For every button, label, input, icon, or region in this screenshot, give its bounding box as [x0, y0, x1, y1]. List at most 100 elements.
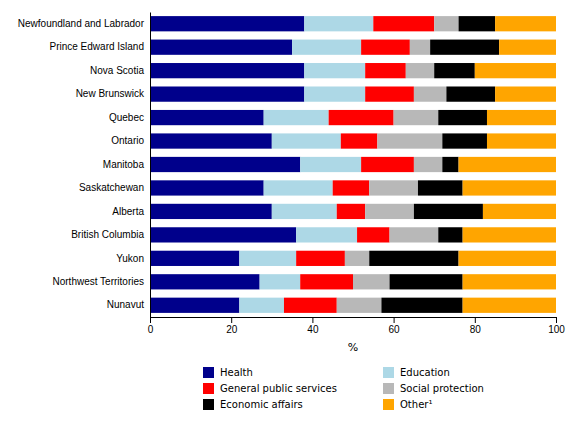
bar-segment	[150, 204, 272, 219]
bar-segment	[264, 110, 329, 125]
x-tick-label: 40	[307, 324, 319, 335]
y-tick-label: Saskatchewan	[79, 182, 144, 193]
legend-label: Social protection	[400, 383, 484, 394]
series	[150, 16, 304, 313]
bar-segment	[499, 40, 556, 55]
bar-segment	[150, 110, 264, 125]
legend-item: Social protection	[383, 383, 484, 394]
legend-swatch	[203, 383, 214, 394]
y-tick-label: Northwest Territories	[52, 276, 144, 287]
bar-segment	[337, 298, 382, 313]
bar-segment	[390, 274, 463, 289]
bar-segment	[150, 40, 292, 55]
x-axis-title: %	[348, 341, 358, 354]
bar-segment	[361, 40, 410, 55]
bar-segment	[296, 251, 345, 266]
bar-segment	[373, 16, 434, 31]
bar-segment	[495, 16, 556, 31]
bar-segment	[300, 157, 361, 172]
legend-swatch	[383, 383, 394, 394]
bar-segment	[459, 157, 556, 172]
bar-segment	[239, 298, 284, 313]
bar-segment	[394, 110, 439, 125]
y-tick-label: Ontario	[111, 135, 144, 146]
y-tick-label: Newfoundland and Labrador	[18, 18, 145, 29]
bar-segment	[369, 251, 458, 266]
bar-segment	[272, 204, 337, 219]
bar-segment	[418, 180, 463, 195]
bar-segment	[487, 110, 556, 125]
x-tick-label: 100	[548, 324, 565, 335]
y-tick: Prince Edward Island	[50, 41, 145, 52]
x-tick-label: 60	[389, 324, 401, 335]
legend-swatch	[383, 367, 394, 378]
bar-segment	[463, 180, 556, 195]
bar-segment	[463, 227, 556, 242]
bar-segment	[475, 63, 556, 78]
x-tick: 40	[307, 317, 319, 335]
legend-item: Health	[203, 367, 253, 378]
bar-segment	[150, 251, 239, 266]
y-tick-label: Nunavut	[107, 299, 144, 310]
bar-segment	[361, 157, 414, 172]
y-tick: Quebec	[109, 112, 144, 123]
bar-segment	[150, 180, 264, 195]
bar-segment	[381, 298, 462, 313]
y-tick-label: Yukon	[116, 253, 144, 264]
bar-segment	[337, 204, 365, 219]
legend-item: Education	[383, 367, 450, 378]
y-tick: Yukon	[116, 253, 144, 264]
bar-segment	[483, 204, 556, 219]
x-tick: 80	[470, 317, 482, 335]
legend-label: Health	[220, 367, 253, 378]
legend-label: Economic affairs	[220, 399, 303, 410]
bar-segment	[260, 274, 301, 289]
series	[337, 16, 459, 313]
bar-segment	[369, 180, 418, 195]
bar-segment	[414, 157, 442, 172]
bar-segment	[341, 133, 378, 148]
bar-segment	[300, 274, 353, 289]
y-tick: Nunavut	[107, 299, 144, 310]
x-tick: 20	[226, 317, 238, 335]
x-tick-mark	[150, 317, 151, 323]
bar-segment	[150, 298, 239, 313]
legend-item: Other¹	[383, 399, 432, 410]
bar-segment	[446, 86, 495, 101]
bar-segment	[442, 157, 458, 172]
bar-segment	[150, 86, 304, 101]
y-tick-label: New Brunswick	[76, 88, 145, 99]
bar-segment	[150, 63, 304, 78]
x-tick-mark	[475, 317, 476, 323]
bar-segment	[304, 86, 365, 101]
legend-label: Education	[400, 367, 450, 378]
bar-segment	[365, 86, 414, 101]
x-tick: 100	[548, 317, 565, 335]
bar-segment	[365, 204, 414, 219]
y-tick: Alberta	[112, 206, 144, 217]
bar-segment	[272, 133, 341, 148]
y-tick: British Columbia	[71, 229, 144, 240]
plot: 0 20 40 60 80 100 Newfoundland and Labrador Pri…	[18, 13, 565, 336]
y-tick: New Brunswick	[76, 88, 145, 99]
bar-segment	[365, 63, 406, 78]
y-axis-line	[150, 13, 151, 318]
bar-segment	[304, 63, 365, 78]
series	[284, 16, 434, 313]
y-tick-label: Nova Scotia	[90, 65, 144, 76]
legend-label: General public services	[220, 383, 337, 394]
bar-segment	[414, 204, 483, 219]
y-tick: Newfoundland and Labrador	[18, 18, 145, 29]
x-axis-line	[151, 318, 557, 324]
bar-segment	[414, 86, 446, 101]
bar-segment	[390, 227, 439, 242]
bar-segment	[345, 251, 369, 266]
bar-segment	[264, 180, 333, 195]
x-tick: 0	[148, 317, 154, 335]
bar-segment	[406, 63, 434, 78]
x-tick-mark	[312, 317, 313, 323]
bar-segment	[239, 251, 296, 266]
y-tick-label: Alberta	[112, 206, 144, 217]
bar-segment	[442, 133, 487, 148]
chart: 0 20 40 60 80 100 Newfoundland and Labrador Pri…	[0, 0, 580, 425]
